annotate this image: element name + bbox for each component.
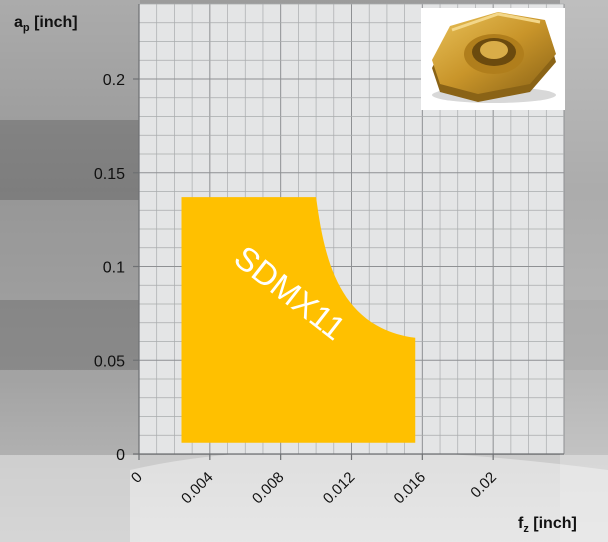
y-tick-label: 0.1 — [103, 260, 125, 277]
y-axis-title: ap [inch] — [14, 14, 78, 34]
y-tick-label: 0 — [116, 447, 125, 464]
insert-tool-photo — [421, 8, 565, 110]
y-tick-label: 0.15 — [94, 166, 125, 183]
sdmx11-region — [181, 197, 416, 443]
operating-region: SDMX11 — [181, 197, 416, 443]
x-axis-title: fz [inch] — [518, 515, 577, 535]
y-tick-label: 0.2 — [103, 72, 125, 89]
y-tick-labels: 0 0.05 0.1 0.15 0.2 — [94, 72, 139, 464]
y-tick-label: 0.05 — [94, 353, 125, 370]
